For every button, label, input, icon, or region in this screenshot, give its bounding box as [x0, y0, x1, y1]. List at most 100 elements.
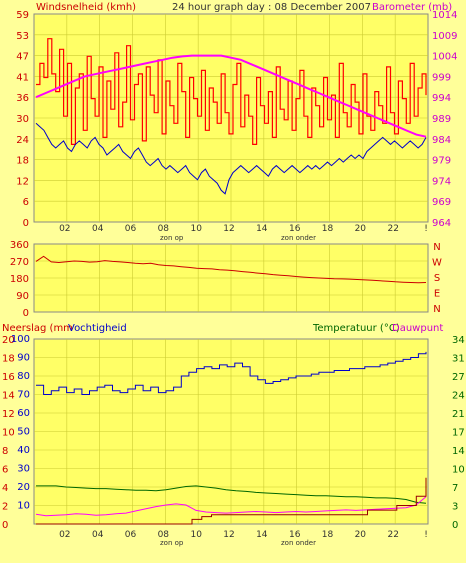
rain-tick-label: 0 [2, 520, 8, 531]
wind-tick-label: 36 [16, 93, 29, 104]
temperature-tick-label: 31 [452, 354, 465, 365]
hour-tick-label: 16 [289, 224, 301, 234]
wind-tick-label: 41 [16, 72, 29, 83]
hour-tick-label: 16 [289, 530, 301, 540]
hour-tick-label: 06 [125, 530, 137, 540]
humidity-line [36, 351, 427, 395]
hour-tick-label: 20 [355, 530, 367, 540]
humidity-tick-label: 90 [17, 353, 30, 364]
temperature-tick-label: 0 [452, 520, 458, 531]
humidity-tick-label: 100 [11, 334, 30, 345]
hour-tick-label: 04 [92, 530, 104, 540]
hour-tick-label: 04 [92, 224, 104, 234]
barometer-tick-label: 974 [432, 176, 451, 187]
wind-tick-label: 30 [16, 114, 29, 125]
rain-line [36, 477, 427, 525]
humidity-tick-label: 40 [17, 445, 30, 456]
hour-tick-label: 12 [223, 224, 234, 234]
humidity-axis-label: Vochtigheid [68, 323, 127, 334]
wind-direction-line [35, 255, 427, 284]
humidity-tick-label: 60 [17, 408, 30, 419]
barometer-tick-label: 984 [432, 135, 451, 146]
temperature-tick-label: 14 [452, 446, 465, 457]
sunrise-label-bottom: zon op [160, 539, 184, 547]
wind-baro-series [35, 38, 427, 195]
rain-tick-label: 14 [2, 391, 15, 402]
rain-temp-series [35, 351, 427, 525]
sunset-label-top: zon onder [281, 234, 316, 242]
compass-tick-label: N [433, 304, 440, 315]
wind-speed-line [36, 38, 427, 145]
compass-tick-label: S [434, 273, 440, 284]
hour-tick-label: 02 [59, 530, 70, 540]
hour-tick-label: 10 [190, 530, 202, 540]
hour-tick-label: 06 [125, 224, 137, 234]
humidity-tick-label: 30 [17, 464, 30, 475]
barometer-tick-label: 964 [432, 218, 451, 229]
rain-tick-label: 20 [2, 335, 15, 346]
rain-tick-label: 2 [2, 502, 8, 513]
hour-tick-label: 10 [190, 224, 202, 234]
wind-tick-label: 59 [16, 10, 29, 21]
hour-tick-label: ! [424, 530, 428, 540]
temperature-tick-label: 27 [452, 372, 465, 383]
hour-tick-label: 22 [387, 530, 398, 540]
wind-baro-grid [34, 14, 428, 222]
hour-tick-label: 02 [59, 224, 70, 234]
wind-tick-label: 0 [23, 218, 29, 229]
barometer-tick-label: 994 [432, 93, 451, 104]
wind-tick-label: 18 [16, 156, 29, 167]
dewpoint-line [35, 496, 427, 517]
compass-tick-label: E [434, 289, 440, 300]
temperature-tick-label: 34 [452, 335, 465, 346]
hour-tick-label: 08 [158, 224, 170, 234]
compass-tick-label: W [432, 258, 442, 269]
temperature-tick-label: 17 [452, 428, 465, 439]
sunset-label-bottom: zon onder [281, 539, 316, 547]
barometer-tick-label: 1004 [432, 52, 457, 63]
barometer-tick-label: 1014 [432, 10, 457, 21]
hour-tick-label: 14 [256, 530, 268, 540]
wind-tick-label: 12 [16, 176, 29, 187]
hour-tick-label: 18 [322, 530, 334, 540]
direction-tick-label: 360 [10, 240, 29, 251]
humidity-tick-label: 50 [17, 427, 30, 438]
direction-tick-label: 270 [10, 257, 29, 268]
direction-tick-label: 90 [16, 291, 29, 302]
rain-axis-label: Neerslag (mm [2, 323, 73, 334]
barometer-tick-label: 1009 [432, 31, 457, 42]
dewpoint-axis-label: Dauwpunt [392, 323, 443, 334]
rain-tick-label: 4 [2, 483, 8, 494]
barometer-line [35, 54, 427, 138]
hour-tick-label: 14 [256, 224, 268, 234]
left-axis-label-wind: Windsnelheid (kmh) [36, 2, 136, 13]
humidity-tick-label: 10 [17, 501, 30, 512]
rain-temp-grid [34, 339, 428, 524]
barometer-tick-label: 999 [432, 72, 451, 83]
rain-tick-label: 8 [2, 446, 8, 457]
barometer-tick-label: 989 [432, 114, 451, 125]
hour-tick-label: 18 [322, 224, 334, 234]
barometer-tick-label: 979 [432, 156, 451, 167]
temperature-axis-label: Temperatuur (°C) [312, 323, 400, 334]
sunrise-label-top: zon op [160, 234, 184, 242]
humidity-tick-label: 70 [17, 390, 30, 401]
hour-tick-label: 12 [223, 530, 234, 540]
wind-average-line [35, 122, 427, 195]
rain-tick-label: 18 [2, 354, 15, 365]
hour-tick-label: 22 [387, 224, 398, 234]
hour-tick-label: ! [424, 224, 428, 234]
temperature-tick-label: 3 [452, 502, 458, 513]
wind-direction-grid [34, 244, 428, 312]
direction-tick-label: 0 [23, 308, 29, 319]
wind-tick-label: 47 [16, 52, 29, 63]
wind-tick-label: 53 [16, 31, 29, 42]
rain-tick-label: 12 [2, 409, 15, 420]
hour-tick-label: 20 [355, 224, 367, 234]
temperature-tick-label: 21 [452, 409, 465, 420]
right-axis-label-barometer: Barometer (mb) [372, 2, 452, 13]
wind-direction-series [35, 255, 427, 284]
barometer-tick-label: 969 [432, 197, 451, 208]
wind-tick-label: 6 [23, 197, 29, 208]
